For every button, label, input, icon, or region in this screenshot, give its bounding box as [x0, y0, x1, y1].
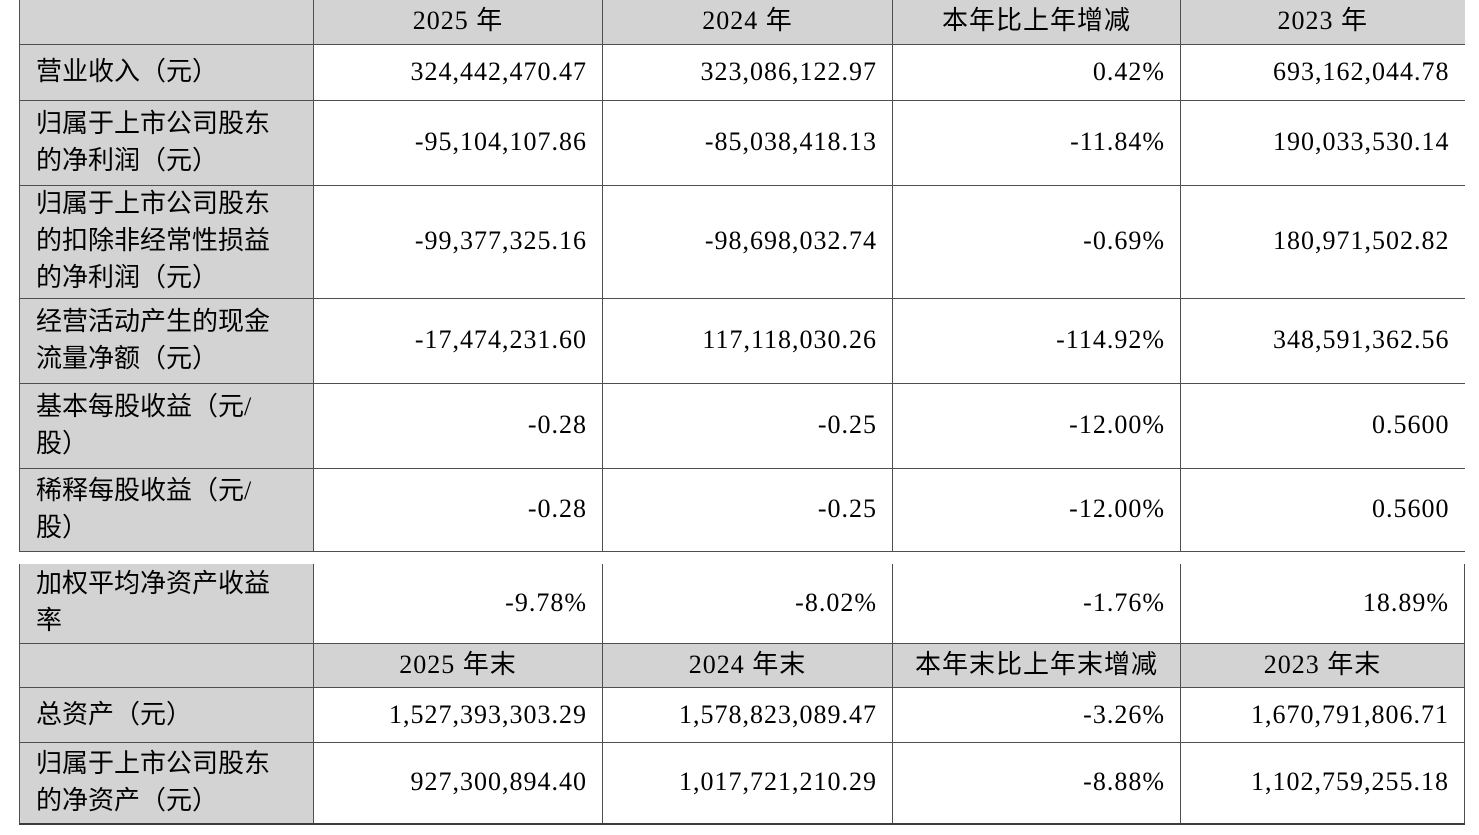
header-cell-2024-end: 2024 年末: [602, 643, 893, 688]
cell-value: -114.92%: [892, 298, 1181, 384]
cell-value: -95,104,107.86: [313, 100, 603, 186]
cell-value: 1,670,791,806.71: [1180, 687, 1465, 743]
header-cell-yoy-change: 本年比上年增减: [892, 0, 1181, 45]
cell-value: 0.42%: [892, 44, 1181, 101]
row-label: 稀释每股收益（元/ 股）: [19, 468, 314, 552]
cell-value: -99,377,325.16: [313, 185, 603, 299]
table-row-total-assets: 总资产（元） 1,527,393,303.29 1,578,823,089.47…: [19, 687, 1465, 743]
cell-value: -9.78%: [313, 563, 603, 644]
cell-value: 180,971,502.82: [1180, 185, 1465, 299]
cell-value: -0.28: [313, 468, 603, 552]
cell-value: 324,442,470.47: [313, 44, 603, 101]
table-row-basic-eps: 基本每股收益（元/ 股） -0.28 -0.25 -12.00% 0.5600: [19, 383, 1465, 469]
table-row-revenue: 营业收入（元） 324,442,470.47 323,086,122.97 0.…: [19, 44, 1465, 101]
table-row-operating-cash-flow: 经营活动产生的现金 流量净额（元） -17,474,231.60 117,118…: [19, 298, 1465, 384]
header-cell-2025: 2025 年: [313, 0, 603, 45]
cell-value: -0.69%: [892, 185, 1181, 299]
cell-value: -85,038,418.13: [602, 100, 893, 186]
cell-value: -11.84%: [892, 100, 1181, 186]
cell-value: 1,017,721,210.29: [602, 742, 893, 824]
table-row-net-profit-deducted: 归属于上市公司股东 的扣除非经常性损益 的净利润（元） -99,377,325.…: [19, 185, 1465, 299]
cell-value: 18.89%: [1180, 563, 1465, 644]
cell-value: 0.5600: [1180, 383, 1465, 469]
cell-value: 323,086,122.97: [602, 44, 893, 101]
period-end-table: 加权平均净资产收益 率 -9.78% -8.02% -1.76% 18.89% …: [19, 563, 1465, 825]
row-label: 营业收入（元）: [19, 44, 314, 101]
table-row-weighted-roe: 加权平均净资产收益 率 -9.78% -8.02% -1.76% 18.89%: [19, 563, 1465, 644]
row-label: 加权平均净资产收益 率: [19, 563, 314, 644]
row-label: 基本每股收益（元/ 股）: [19, 383, 314, 469]
cell-value: -0.25: [602, 468, 893, 552]
cell-value: -3.26%: [892, 687, 1181, 743]
cell-value: -12.00%: [892, 383, 1181, 469]
header-cell-2024: 2024 年: [602, 0, 893, 45]
cell-value: 1,102,759,255.18: [1180, 742, 1465, 824]
cell-value: -8.88%: [892, 742, 1181, 824]
header-cell-2023: 2023 年: [1180, 0, 1465, 45]
header-cell-blank: [19, 643, 314, 688]
cell-value: 190,033,530.14: [1180, 100, 1465, 186]
cell-value: -1.76%: [892, 563, 1181, 644]
cell-value: -8.02%: [602, 563, 893, 644]
row-label: 经营活动产生的现金 流量净额（元）: [19, 298, 314, 384]
row-label: 归属于上市公司股东 的净资产（元）: [19, 742, 314, 824]
table-row-diluted-eps: 稀释每股收益（元/ 股） -0.28 -0.25 -12.00% 0.5600: [19, 468, 1465, 552]
cell-value: 117,118,030.26: [602, 298, 893, 384]
header-cell-2025-end: 2025 年末: [313, 643, 603, 688]
header-cell-period-end-change: 本年末比上年末增减: [892, 643, 1181, 688]
cell-value: -17,474,231.60: [313, 298, 603, 384]
annual-results-table: 2025 年 2024 年 本年比上年增减 2023 年 营业收入（元） 324…: [19, 0, 1465, 552]
cell-value: 348,591,362.56: [1180, 298, 1465, 384]
cell-value: 1,578,823,089.47: [602, 687, 893, 743]
cell-value: 693,162,044.78: [1180, 44, 1465, 101]
cell-value: 0.5600: [1180, 468, 1465, 552]
row-label: 归属于上市公司股东 的净利润（元）: [19, 100, 314, 186]
table-row-net-assets: 归属于上市公司股东 的净资产（元） 927,300,894.40 1,017,7…: [19, 742, 1465, 824]
cell-value: -12.00%: [892, 468, 1181, 552]
cell-value: -0.25: [602, 383, 893, 469]
table-row-net-profit: 归属于上市公司股东 的净利润（元） -95,104,107.86 -85,038…: [19, 100, 1465, 186]
row-label: 归属于上市公司股东 的扣除非经常性损益 的净利润（元）: [19, 185, 314, 299]
row-label: 总资产（元）: [19, 687, 314, 743]
header-row-annual: 2025 年 2024 年 本年比上年增减 2023 年: [19, 0, 1465, 45]
cell-value: 927,300,894.40: [313, 742, 603, 824]
header-cell-2023-end: 2023 年末: [1180, 643, 1465, 688]
cell-value: -98,698,032.74: [602, 185, 893, 299]
cell-value: -0.28: [313, 383, 603, 469]
header-row-period-end: 2025 年末 2024 年末 本年末比上年末增减 2023 年末: [19, 643, 1465, 688]
cell-value: 1,527,393,303.29: [313, 687, 603, 743]
header-cell-blank: [19, 0, 314, 45]
